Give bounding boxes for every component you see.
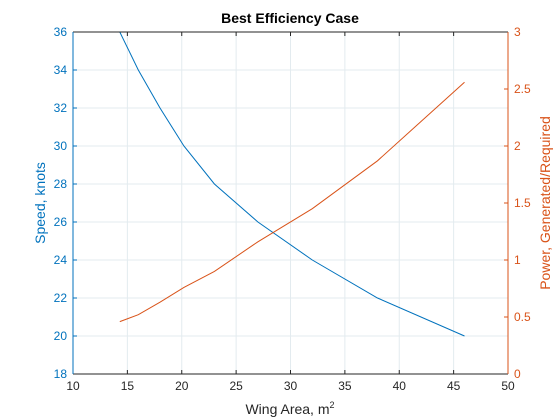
speed-series-line bbox=[119, 31, 465, 337]
y-left-tick-label: 18 bbox=[54, 367, 68, 381]
x-tick-label: 35 bbox=[338, 379, 352, 393]
x-tick-label: 30 bbox=[284, 379, 298, 393]
y-right-tick-label: 1.5 bbox=[514, 196, 531, 210]
y-left-tick-label: 36 bbox=[54, 25, 68, 39]
chart-title: Best Efficiency Case bbox=[221, 10, 359, 26]
x-tick-label: 50 bbox=[501, 379, 515, 393]
y-right-tick-label: 2 bbox=[514, 139, 521, 153]
y-right-tick-label: 1 bbox=[514, 253, 521, 267]
x-tick-label: 15 bbox=[121, 379, 135, 393]
y-right-tick-label: 3 bbox=[514, 25, 521, 39]
y-left-tick-label: 26 bbox=[54, 215, 68, 229]
x-axis-label: Wing Area, m2 bbox=[245, 400, 334, 417]
x-tick-label: 20 bbox=[175, 379, 189, 393]
y-left-tick-label: 22 bbox=[54, 291, 68, 305]
x-axis-label-superscript: 2 bbox=[330, 400, 335, 410]
axes-group bbox=[72, 31, 509, 375]
y-axis-left-label: Speed, knots bbox=[32, 162, 48, 244]
y-right-tick-label: 2.5 bbox=[514, 82, 531, 96]
y-left-tick-label: 28 bbox=[54, 177, 68, 191]
x-tick-label: 25 bbox=[229, 379, 243, 393]
x-tick-label: 10 bbox=[66, 379, 80, 393]
y-left-tick-label: 32 bbox=[54, 101, 68, 115]
power-series-line bbox=[119, 81, 465, 323]
x-tick-label: 40 bbox=[393, 379, 407, 393]
x-tick-label: 45 bbox=[447, 379, 461, 393]
series-group bbox=[119, 31, 465, 337]
y-axis-right-label: Power, Generated/Required bbox=[537, 116, 553, 290]
y-right-tick-label: 0 bbox=[514, 367, 521, 381]
y-left-tick-label: 30 bbox=[54, 139, 68, 153]
tick-labels: 10 15 20 25 30 35 40 45 501820222426283032343600… bbox=[54, 25, 531, 393]
x-axis-label-text: Wing Area, m bbox=[245, 401, 329, 417]
y-left-tick-label: 20 bbox=[54, 329, 68, 343]
y-left-tick-label: 34 bbox=[54, 63, 68, 77]
y-left-tick-label: 24 bbox=[54, 253, 68, 267]
y-right-tick-label: 0.5 bbox=[514, 310, 531, 324]
